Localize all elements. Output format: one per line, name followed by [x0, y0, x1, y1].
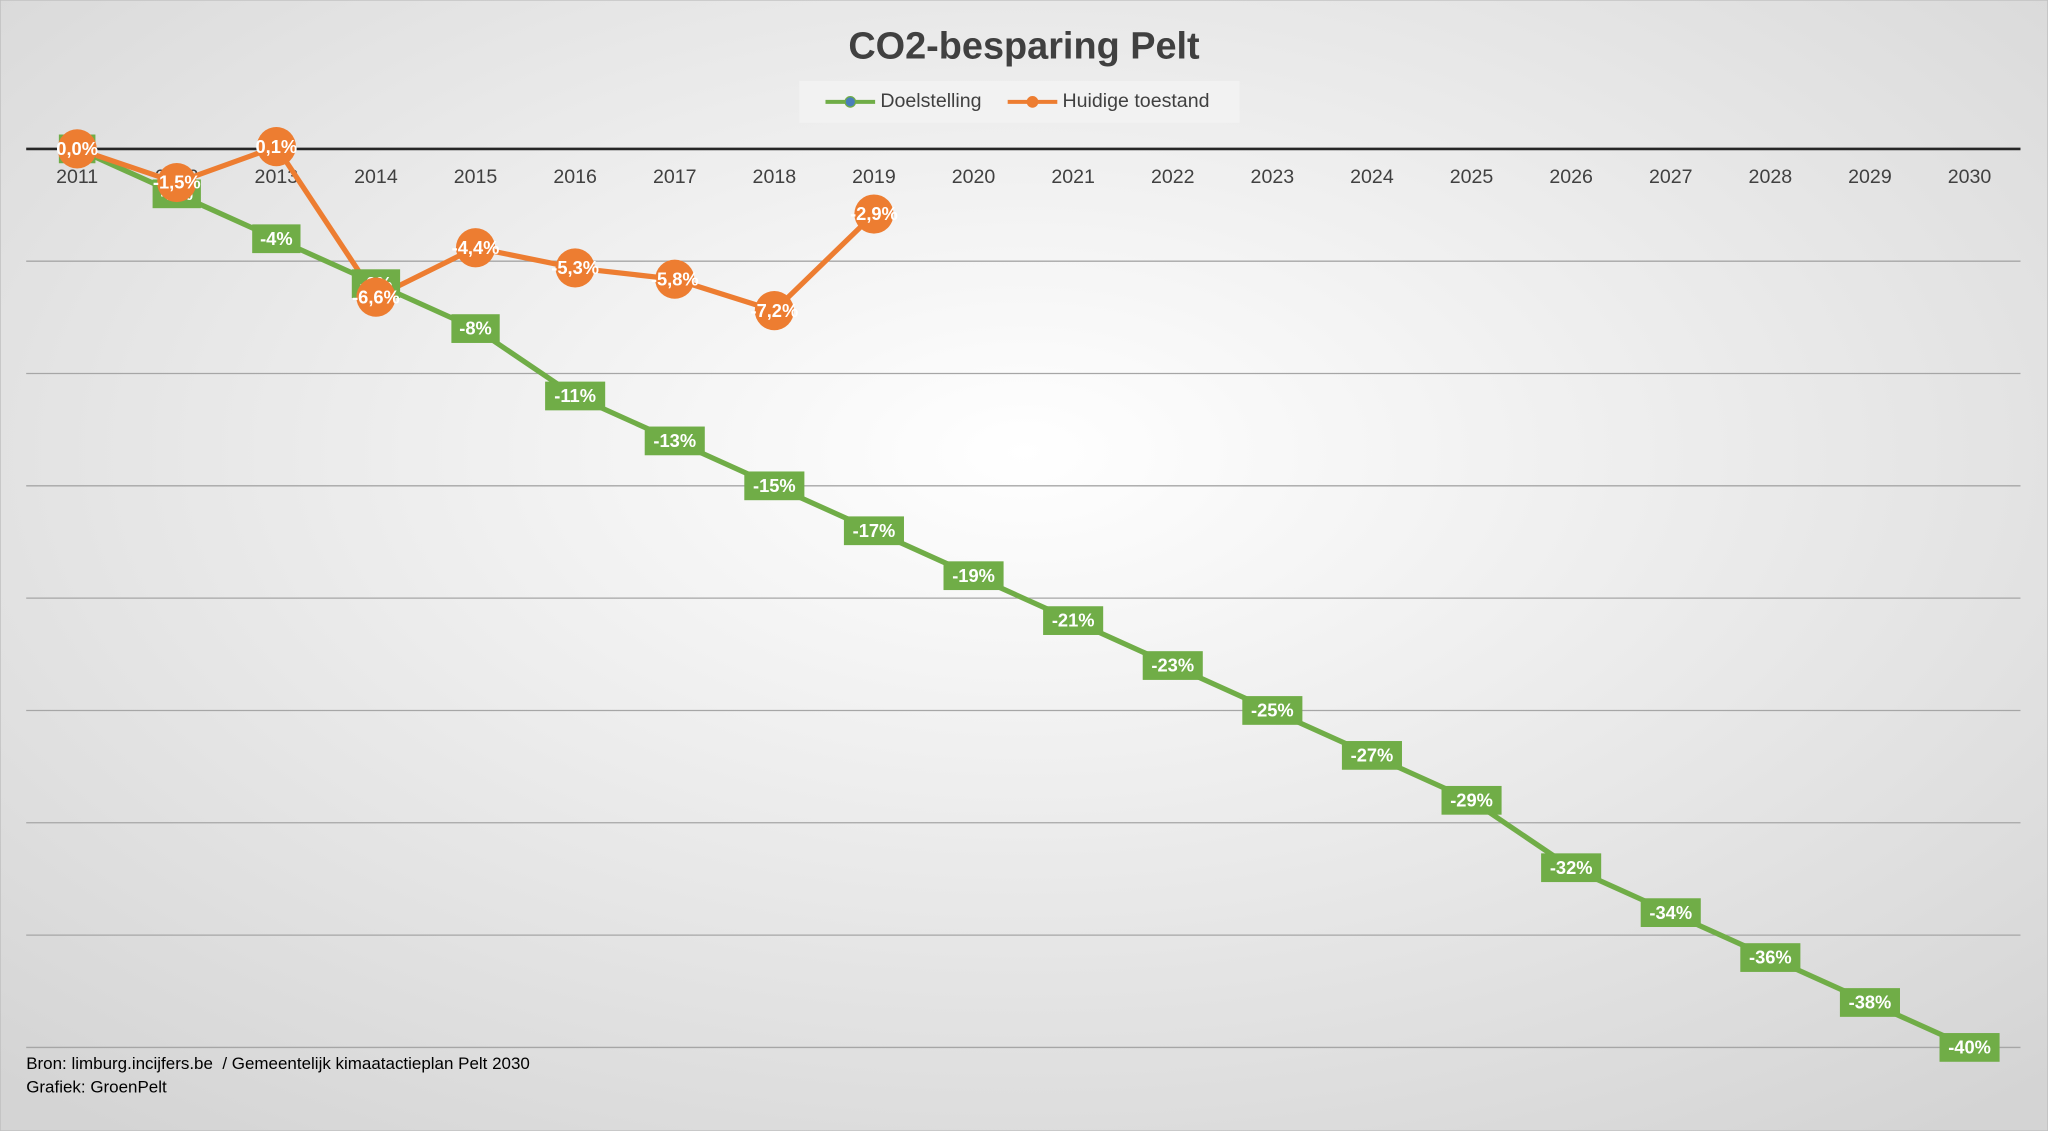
- label-box: [451, 314, 500, 343]
- label-box: [1740, 943, 1801, 972]
- data-label: -11%: [554, 385, 596, 406]
- label-box: [1341, 741, 1402, 770]
- data-label: -1,5%: [153, 172, 201, 193]
- x-tick-label: 2025: [1450, 166, 1494, 188]
- data-label: -21%: [1052, 610, 1095, 631]
- label-box: [1242, 696, 1303, 725]
- data-label: -8%: [459, 318, 491, 339]
- x-tick-label: 2016: [553, 166, 597, 188]
- x-tick-label: 2014: [354, 166, 398, 188]
- data-label: -36%: [1749, 947, 1792, 968]
- legend-marker: [1026, 95, 1039, 108]
- data-label: -25%: [1251, 700, 1294, 721]
- data-label: -5,8%: [651, 268, 699, 289]
- data-label: -32%: [1550, 857, 1593, 878]
- x-tick-label: 2015: [454, 166, 498, 188]
- data-label: -4,4%: [452, 237, 500, 258]
- footnote: Grafiek: GroenPelt: [26, 1077, 167, 1096]
- data-label: -15%: [753, 475, 796, 496]
- marker: [854, 194, 894, 234]
- label-box: [644, 426, 705, 456]
- data-label: -17%: [853, 520, 896, 541]
- x-tick-label: 2024: [1350, 166, 1394, 188]
- data-label: -19%: [952, 565, 995, 586]
- data-label: -7,2%: [750, 300, 798, 321]
- data-label: -38%: [1849, 992, 1892, 1013]
- data-label: -2,9%: [850, 203, 898, 224]
- label-box: [943, 561, 1004, 591]
- legend: Doelstelling Huidige toestand: [825, 90, 1209, 112]
- marker: [256, 127, 296, 167]
- data-label: -40%: [1948, 1037, 1991, 1058]
- label-box: [1541, 853, 1602, 883]
- x-tick-label: 2021: [1051, 166, 1095, 188]
- x-tick-label: 2019: [852, 166, 896, 188]
- x-tick-label: 2017: [653, 166, 697, 188]
- marker: [356, 277, 396, 317]
- x-tick-label: 2018: [753, 166, 797, 188]
- data-label: -13%: [653, 430, 696, 451]
- legend-marker: [844, 95, 857, 108]
- data-label: -5,3%: [551, 257, 599, 278]
- label-box: [744, 471, 805, 501]
- x-tick-label: 2028: [1749, 166, 1793, 188]
- footnote: Bron: limburg.incijfers.be / Gemeentelij…: [26, 1054, 530, 1073]
- data-label: -29%: [1450, 789, 1493, 810]
- x-tick-label: 2029: [1848, 166, 1892, 188]
- data-label: -27%: [1351, 745, 1394, 766]
- x-tick-label: 2011: [56, 166, 98, 188]
- data-label: -6,6%: [352, 286, 400, 307]
- marker: [57, 129, 97, 169]
- marker: [655, 259, 695, 299]
- marker: [754, 291, 794, 331]
- data-label: -4%: [260, 228, 292, 249]
- marker: [455, 228, 496, 268]
- data-label: -23%: [1151, 655, 1194, 676]
- x-tick-label: 2022: [1151, 166, 1195, 188]
- label-box: [252, 224, 301, 254]
- chart-title: CO2-besparing Pelt: [848, 25, 1200, 67]
- label-box: [1939, 1033, 2000, 1062]
- x-tick-label: 2027: [1649, 166, 1693, 188]
- data-label: 0,1%: [256, 136, 298, 157]
- legend-label: Doelstelling: [880, 90, 981, 112]
- label-box: [1640, 898, 1701, 928]
- x-tick-label: 2013: [255, 166, 299, 188]
- label-box: [545, 381, 606, 411]
- x-tick-label: 2030: [1948, 166, 1992, 188]
- label-box: [843, 516, 904, 546]
- data-label: 0,0%: [56, 138, 98, 159]
- marker: [157, 162, 197, 203]
- x-tick-label: 2023: [1251, 166, 1295, 188]
- marker: [555, 248, 595, 288]
- x-tick-label: 2020: [952, 166, 996, 188]
- legend-label: Huidige toestand: [1063, 90, 1210, 112]
- label-box: [1043, 606, 1104, 635]
- x-tick-label: 2026: [1549, 166, 1593, 188]
- label-box: [1839, 988, 1900, 1017]
- data-label: -34%: [1649, 902, 1692, 923]
- label-box: [1142, 651, 1203, 680]
- label-box: [1441, 785, 1502, 815]
